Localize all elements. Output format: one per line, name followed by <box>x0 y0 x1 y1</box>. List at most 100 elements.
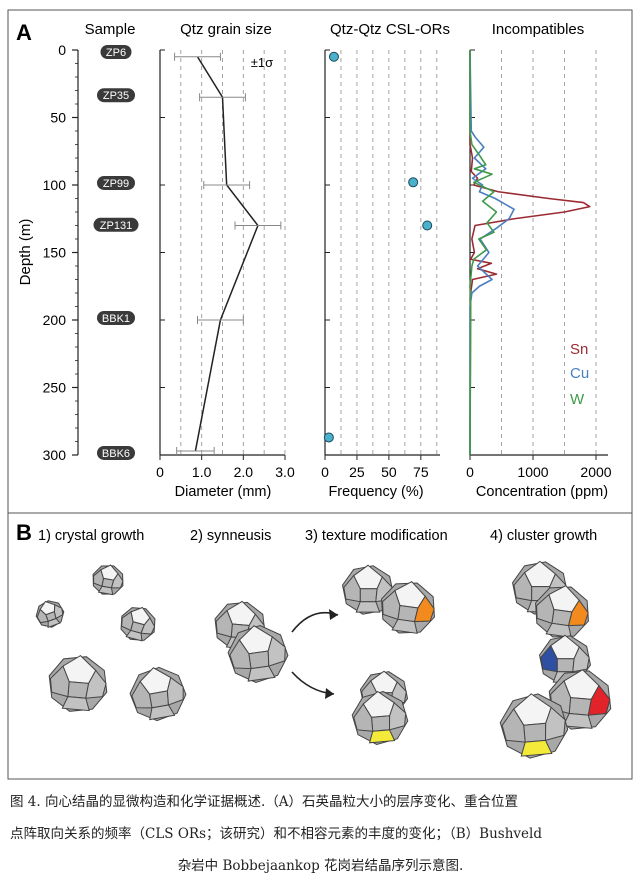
panel-b-frame <box>7 512 633 780</box>
crystal-face <box>49 665 70 698</box>
depth-tick-label: 100 <box>43 177 67 193</box>
series-w <box>469 50 498 456</box>
legend-w: W <box>570 391 585 408</box>
sample-badge-bg <box>97 310 135 325</box>
figure-caption: 图 4. 向心结晶的显微构造和化学证据概述.（A）石英晶粒大小的层序变化、重合位… <box>10 786 631 882</box>
crystal-face <box>67 681 90 699</box>
sample-name: BBK1 <box>102 313 130 325</box>
depth-tick-label: 200 <box>43 312 67 328</box>
x-tick-label: 0 <box>156 464 164 480</box>
crystal-face <box>567 599 589 627</box>
sample-name: ZP35 <box>103 90 129 102</box>
x-tick-label: 75 <box>413 464 429 480</box>
quartz-crystal <box>499 693 569 759</box>
csl-chart: Frequency (%) 0 25 50 75 <box>321 49 440 500</box>
csl-point <box>408 177 419 188</box>
sample-badge: ZP35 <box>97 88 135 103</box>
sample-badge: ZP6 <box>100 45 132 59</box>
stage-3-label: 3) texture modification <box>305 528 448 544</box>
arrow-lower-head <box>325 688 334 699</box>
stage-4-label: 4) cluster growth <box>490 528 597 544</box>
depth-tick-label: 300 <box>43 447 67 463</box>
panel-a-label: A <box>16 20 32 45</box>
quartz-crystal <box>351 690 409 745</box>
arrow-upper-head <box>329 609 338 620</box>
header-incompatibles: Incompatibles <box>492 21 585 38</box>
crystal-face <box>382 589 401 620</box>
grain-x-label: Diameter (mm) <box>175 484 272 500</box>
grain-size-line <box>194 56 259 452</box>
csl-point <box>328 51 339 62</box>
crystal-face <box>568 697 592 716</box>
crystal-face <box>215 609 233 638</box>
x-tick-label: 0 <box>321 464 329 480</box>
sample-badge: BBK6 <box>97 445 135 460</box>
quartz-crystal <box>35 600 65 629</box>
crystal-face <box>359 588 378 603</box>
grain-size-chart: ±1σ Diameter (mm) 0 1.0 2.0 3.0 <box>156 49 295 500</box>
sample-name: ZP99 <box>103 178 129 190</box>
crystal-face <box>247 665 276 682</box>
sample-badge-bg <box>97 175 135 190</box>
crystal-face <box>536 593 555 624</box>
crystal-face <box>125 629 143 642</box>
crystal-face <box>36 608 49 624</box>
sample-badge-bg <box>97 88 135 103</box>
inc-x-label: Concentration (ppm) <box>476 484 608 500</box>
sample-labels: ZP6 ZP35 ZP99 ZP131 BBK1 BBK6 <box>93 45 139 460</box>
crystal-face <box>413 595 435 623</box>
crystal-face <box>53 604 64 620</box>
csl-point <box>323 432 334 443</box>
crystal-face <box>391 618 418 634</box>
panel-a-frame <box>7 9 633 514</box>
crystal-face <box>523 722 547 743</box>
quartz-crystal <box>381 581 435 634</box>
crystal-face <box>370 715 391 732</box>
crystal-face <box>110 572 124 589</box>
crystal-face <box>267 635 286 667</box>
depth-axis-label: Depth (m) <box>17 219 34 286</box>
depth-tick-label: 150 <box>43 245 67 261</box>
caption-line-1: 图 4. 向心结晶的显微构造和化学证据概述.（A）石英晶粒大小的层序变化、重合位… <box>10 794 519 810</box>
crystal-face <box>562 712 593 729</box>
quartz-crystal <box>120 606 156 642</box>
sample-badge-bg <box>97 445 135 460</box>
legend-cu: Cu <box>570 365 589 382</box>
crystal-face <box>149 704 176 721</box>
quartz-crystal <box>535 585 589 638</box>
quartz-crystal <box>48 654 108 712</box>
x-tick-label: 2.0 <box>234 464 254 480</box>
x-tick-label: 1.0 <box>192 464 212 480</box>
crystal-face <box>61 696 90 712</box>
quartz-crystal <box>227 624 289 684</box>
x-tick-label: 0 <box>466 464 474 480</box>
x-tick-label: 1000 <box>517 464 548 480</box>
crystal-face <box>544 706 566 742</box>
crystal-face <box>501 708 526 743</box>
quartz-crystal <box>92 564 124 596</box>
crystal-face <box>587 684 611 716</box>
crystal-face <box>520 739 553 757</box>
quartz-crystal <box>129 666 187 722</box>
series-sn <box>469 50 591 456</box>
crystal-face <box>355 601 381 613</box>
caption-line-2: 点阵取向关系的频率（CLS ORs；该研究）和不相容元素的丰度的变化；（B）Bu… <box>10 826 542 842</box>
header-grain-size: Qtz grain size <box>180 21 272 38</box>
series-cu <box>469 49 515 455</box>
x-tick-label: 3.0 <box>275 464 295 480</box>
x-tick-label: 50 <box>381 464 397 480</box>
crystal-face <box>85 669 107 699</box>
crystal-face <box>121 611 134 632</box>
sample-badge-bg <box>100 45 132 59</box>
figure-4: A Sample Qtz grain size Qtz-Qtz CSL-ORs … <box>7 9 633 780</box>
stage-1-label: 1) crystal growth <box>38 528 144 544</box>
incompatibles-chart: Concentration (ppm) Sn Cu W 0 1000 2000 <box>466 49 612 500</box>
crystal-face <box>368 729 396 744</box>
crystal-face <box>556 658 575 673</box>
quartz-crystal <box>548 669 612 730</box>
sample-name: ZP131 <box>100 220 132 232</box>
crystal-face <box>93 568 104 587</box>
depth-tick-label: 250 <box>43 380 67 396</box>
header-sample: Sample <box>85 21 136 38</box>
crystal-face <box>388 701 407 731</box>
